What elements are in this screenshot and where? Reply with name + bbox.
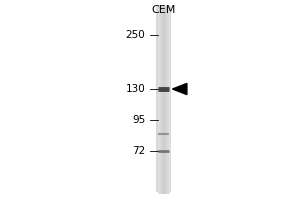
Polygon shape (172, 83, 187, 95)
Text: 250: 250 (126, 30, 146, 40)
Text: 130: 130 (126, 84, 146, 94)
Text: 72: 72 (132, 146, 146, 156)
Bar (158, 8, 169, 194)
Text: 95: 95 (132, 115, 146, 125)
Text: CEM: CEM (151, 5, 176, 15)
